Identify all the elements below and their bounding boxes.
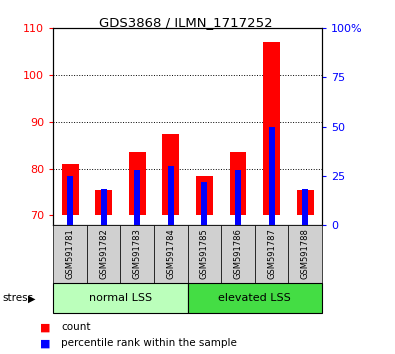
- Bar: [168, 166, 174, 225]
- Bar: [53, 283, 188, 313]
- Bar: [188, 283, 322, 313]
- Text: GSM591783: GSM591783: [133, 229, 142, 279]
- Text: normal LSS: normal LSS: [89, 293, 152, 303]
- Text: elevated LSS: elevated LSS: [218, 293, 291, 303]
- Bar: [302, 189, 308, 225]
- Bar: [154, 225, 188, 283]
- Text: GDS3868 / ILMN_1717252: GDS3868 / ILMN_1717252: [99, 16, 273, 29]
- Bar: [196, 176, 213, 216]
- Bar: [101, 189, 107, 225]
- Bar: [201, 182, 207, 225]
- Bar: [263, 42, 280, 216]
- Bar: [235, 170, 241, 225]
- Text: GSM591781: GSM591781: [66, 229, 75, 279]
- Bar: [255, 225, 288, 283]
- Bar: [87, 225, 120, 283]
- Text: percentile rank within the sample: percentile rank within the sample: [61, 338, 237, 348]
- Bar: [53, 225, 87, 283]
- Text: stress: stress: [2, 293, 33, 303]
- Text: count: count: [61, 322, 91, 332]
- Bar: [129, 152, 146, 216]
- Text: GSM591784: GSM591784: [166, 229, 175, 279]
- Text: GSM591786: GSM591786: [233, 229, 243, 279]
- Bar: [229, 152, 246, 216]
- Bar: [288, 225, 322, 283]
- Text: GSM591785: GSM591785: [200, 229, 209, 279]
- Text: ▶: ▶: [28, 293, 36, 303]
- Bar: [62, 164, 79, 216]
- Text: GSM591787: GSM591787: [267, 229, 276, 279]
- Bar: [134, 170, 140, 225]
- Bar: [188, 225, 221, 283]
- Bar: [269, 126, 275, 225]
- Bar: [95, 190, 112, 216]
- Text: GSM591782: GSM591782: [99, 229, 108, 279]
- Bar: [120, 225, 154, 283]
- Text: ■: ■: [40, 322, 50, 332]
- Text: ■: ■: [40, 338, 50, 348]
- Bar: [67, 176, 73, 225]
- Bar: [162, 133, 179, 216]
- Bar: [221, 225, 255, 283]
- Bar: [297, 190, 314, 216]
- Text: GSM591788: GSM591788: [301, 229, 310, 279]
